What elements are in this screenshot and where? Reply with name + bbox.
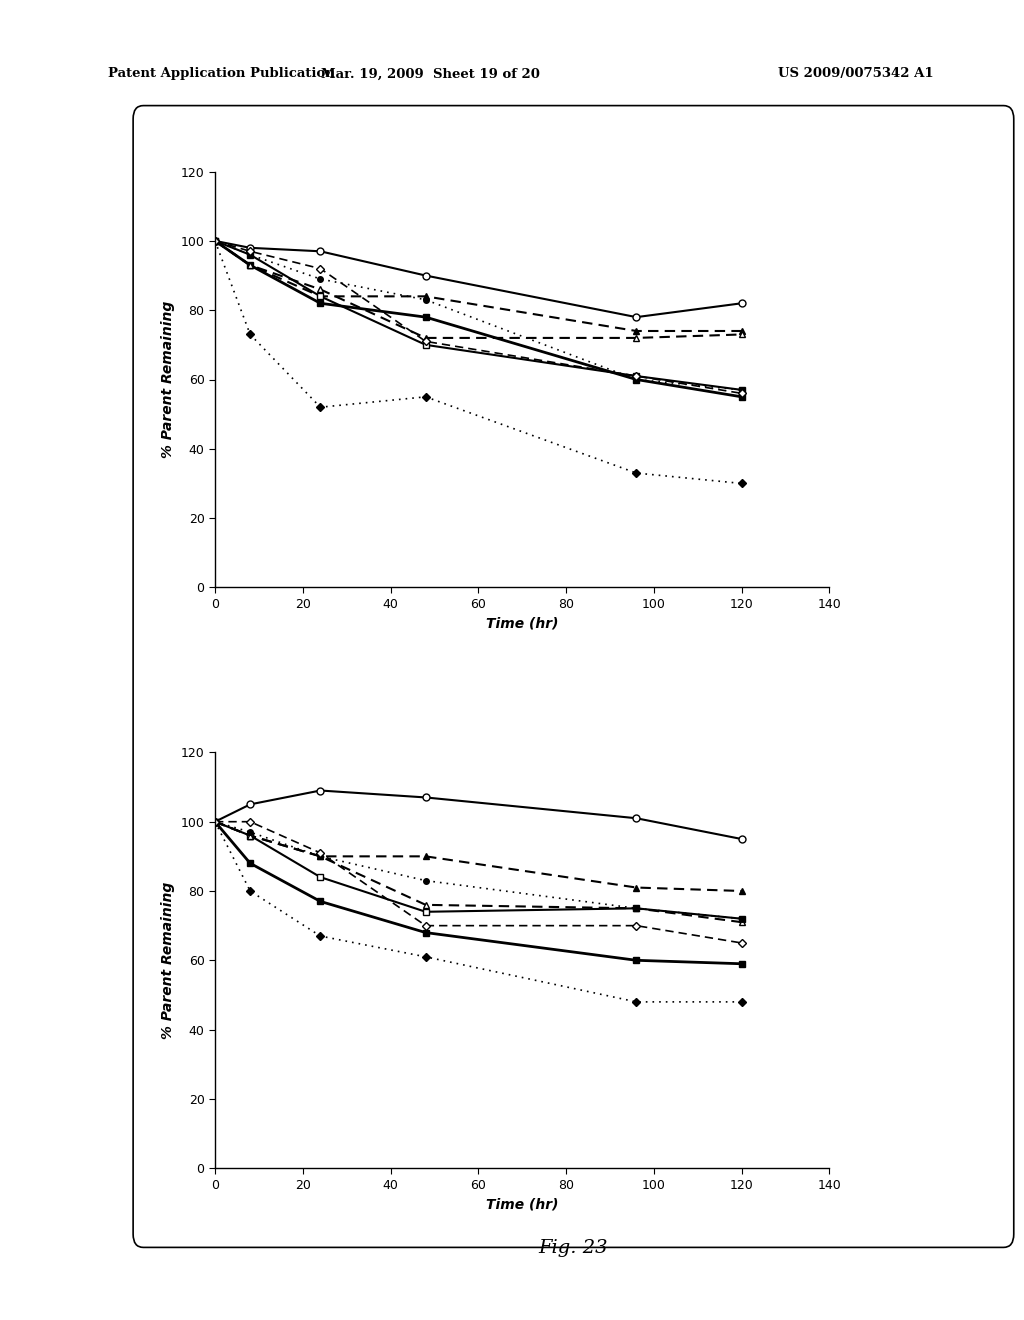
Text: Patent Application Publication: Patent Application Publication [108, 67, 334, 81]
X-axis label: Time (hr): Time (hr) [486, 1197, 558, 1212]
Y-axis label: % Parent Remaining: % Parent Remaining [161, 882, 175, 1039]
X-axis label: Time (hr): Time (hr) [486, 616, 558, 631]
Y-axis label: % Parent Remaining: % Parent Remaining [161, 301, 175, 458]
Text: Fig. 23: Fig. 23 [539, 1238, 608, 1257]
Text: Mar. 19, 2009  Sheet 19 of 20: Mar. 19, 2009 Sheet 19 of 20 [321, 67, 540, 81]
Text: US 2009/0075342 A1: US 2009/0075342 A1 [778, 67, 934, 81]
